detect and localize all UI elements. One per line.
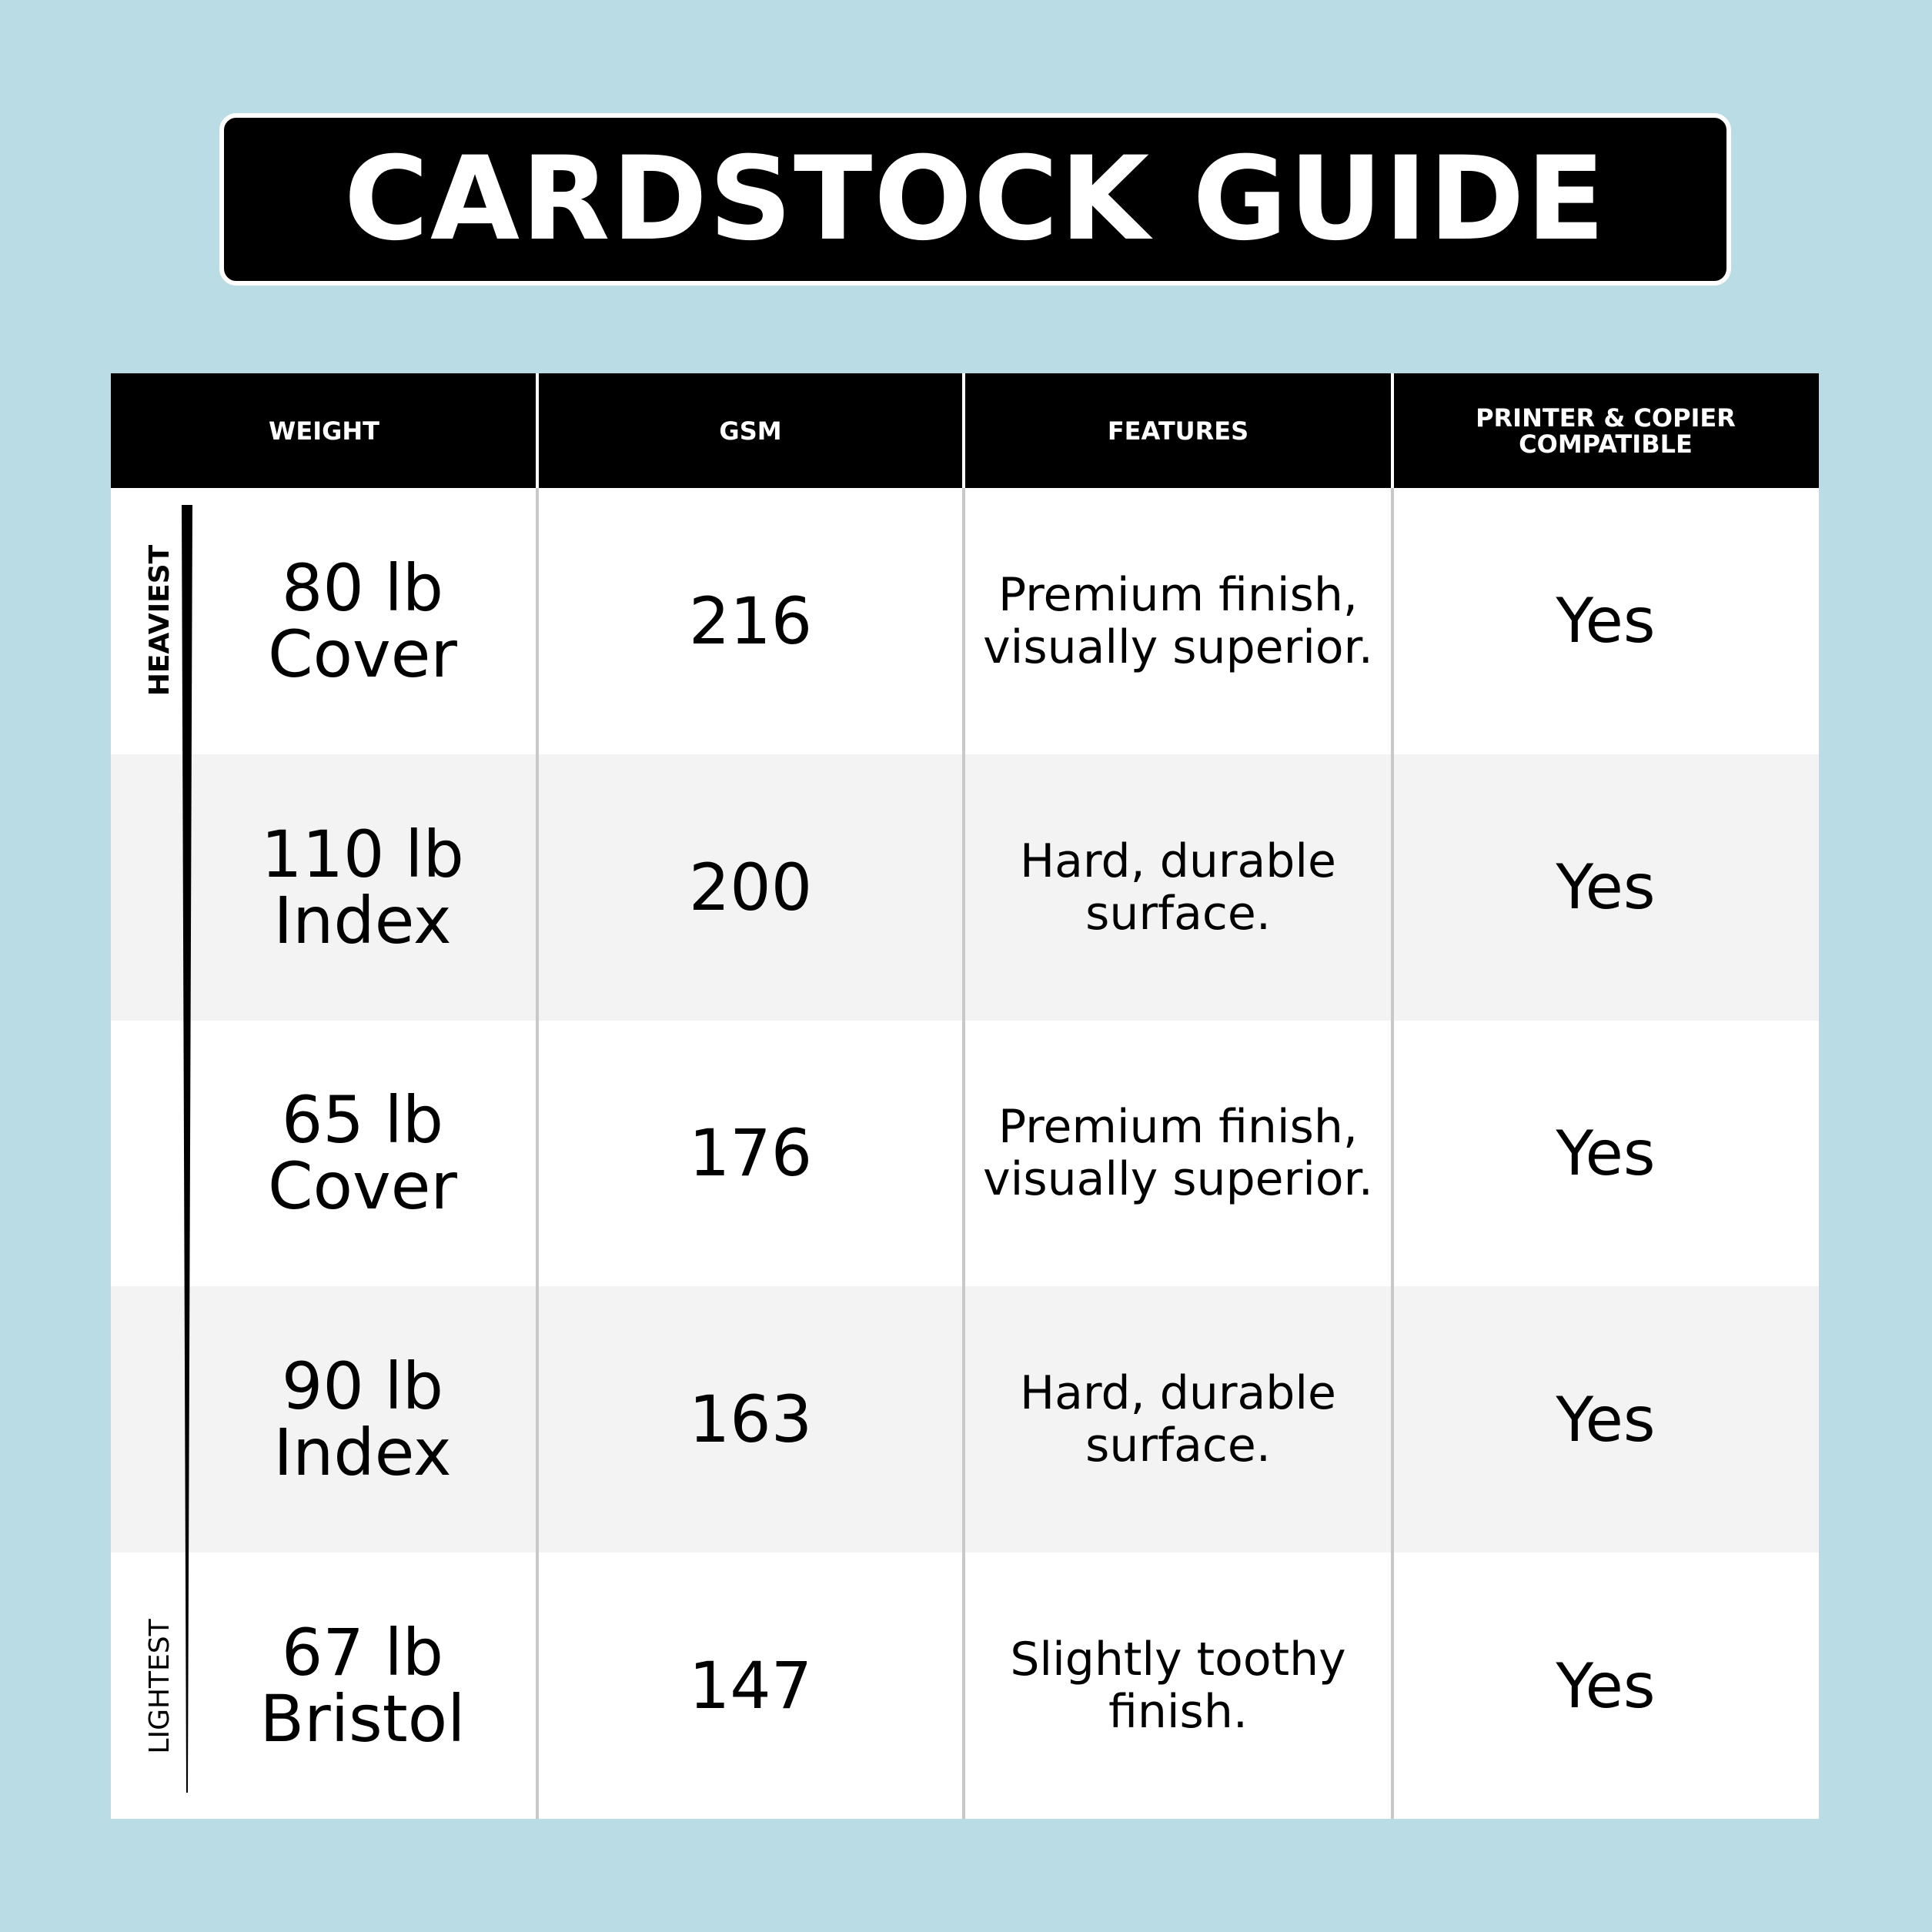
table-cell: Yes — [1392, 754, 1819, 1021]
cell-line: surface. — [1085, 886, 1271, 941]
cell-line: 216 — [688, 583, 813, 659]
cell-line: Bristol — [259, 1681, 466, 1757]
table-cell: Yes — [1392, 1286, 1819, 1553]
cell-line: 163 — [688, 1382, 813, 1458]
weight-scale — [182, 505, 192, 1793]
cell-line: Yes — [1556, 1650, 1656, 1722]
cell-line: surface. — [1085, 1419, 1271, 1473]
cell-line: 200 — [688, 849, 813, 925]
table-cell: 176 — [537, 1021, 964, 1287]
cell-line: Slightly toothy — [1010, 1633, 1346, 1687]
cell-line: Index — [273, 1415, 452, 1491]
table-cell: Yes — [1392, 488, 1819, 754]
cell-line: 176 — [688, 1115, 813, 1192]
title-banner: CARDSTOCK GUIDE — [219, 113, 1731, 286]
cell-line: 110 lb — [261, 816, 464, 892]
cell-line: visually superior. — [983, 620, 1373, 674]
cell-line: visually superior. — [983, 1152, 1373, 1207]
table-cell: 147 — [537, 1553, 964, 1819]
cell-line: Cover — [268, 616, 457, 692]
cell-line: Yes — [1556, 851, 1656, 924]
cell-line: 147 — [688, 1648, 813, 1724]
cell-line: Premium finish, — [998, 1100, 1358, 1155]
column-header: GSM — [537, 373, 964, 488]
cell-line: Hard, durable — [1020, 834, 1336, 888]
cell-line: Yes — [1556, 585, 1656, 657]
cell-line: 90 lb — [281, 1349, 444, 1425]
table-cell: Yes — [1392, 1553, 1819, 1819]
cell-line: finish. — [1108, 1685, 1248, 1740]
table-cell: Hard, durable surface. — [964, 1286, 1392, 1553]
cell-line: Yes — [1556, 1117, 1656, 1189]
cell-line: Yes — [1556, 1383, 1656, 1456]
cell-line: COMPATIBLE — [1519, 429, 1693, 459]
scale-label: LIGHTEST — [144, 1619, 175, 1754]
table-cell: 216 — [537, 488, 964, 754]
cell-line: PRINTER & COPIER — [1476, 403, 1736, 433]
cell-line: 80 lb — [281, 550, 444, 626]
table-cell: 80 lb Cover — [188, 488, 537, 754]
cell-line: FEATURES — [1107, 416, 1249, 446]
column-divider — [1391, 373, 1394, 488]
table-cell: 110 lb Index — [188, 754, 537, 1021]
cell-line: 67 lb — [281, 1615, 444, 1691]
table-cell: 65 lb Cover — [188, 1021, 537, 1287]
cell-line: Hard, durable — [1020, 1366, 1336, 1421]
scale-label: HEAVIEST — [144, 544, 175, 697]
scale-wedge — [182, 505, 192, 1793]
table-cell: 200 — [537, 754, 964, 1021]
table-cell: Slightly toothy finish. — [964, 1553, 1392, 1819]
cell-line: WEIGHT — [269, 416, 379, 446]
table-cell: Hard, durable surface. — [964, 754, 1392, 1021]
cell-line: Premium finish, — [998, 567, 1358, 622]
title: CARDSTOCK GUIDE — [343, 132, 1607, 266]
column-header: WEIGHT — [111, 373, 537, 488]
cell-line: Cover — [268, 1148, 457, 1225]
column-divider — [536, 488, 539, 1819]
table-cell: Yes — [1392, 1021, 1819, 1287]
column-divider — [962, 373, 965, 488]
column-header: FEATURES — [964, 373, 1392, 488]
table-cell: 90 lb Index — [188, 1286, 537, 1553]
table-cell: Premium finish, visually superior. — [964, 1021, 1392, 1287]
column-divider — [536, 373, 539, 488]
cell-line: Index — [273, 882, 452, 958]
column-divider — [962, 488, 965, 1819]
table-cell: 163 — [537, 1286, 964, 1553]
cell-line: 65 lb — [281, 1082, 444, 1158]
table-cell: 67 lb Bristol — [188, 1553, 537, 1819]
column-header: PRINTER & COPIER COMPATIBLE — [1392, 373, 1819, 488]
table-cell: Premium finish, visually superior. — [964, 488, 1392, 754]
cell-line: GSM — [719, 416, 782, 446]
column-divider — [1391, 488, 1394, 1819]
